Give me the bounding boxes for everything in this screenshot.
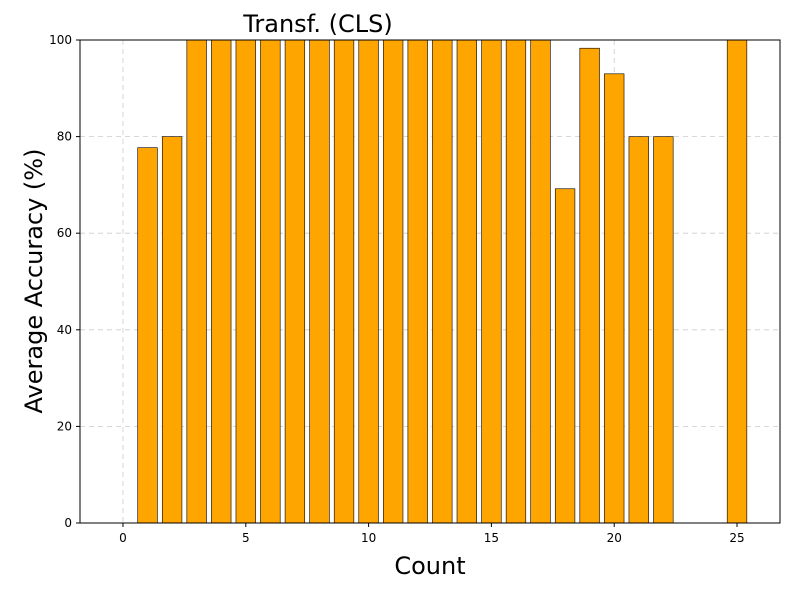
bar: [653, 136, 674, 524]
bar: [383, 39, 404, 524]
y-tick-label: 80: [57, 130, 72, 144]
y-axis-label: Average Accuracy (%): [20, 149, 48, 414]
x-tick-label: 15: [484, 531, 499, 545]
bar: [358, 39, 379, 524]
bar: [726, 39, 748, 524]
bar: [333, 39, 355, 524]
bars: [137, 39, 748, 524]
bar: [432, 39, 453, 524]
bar: [530, 39, 551, 524]
bar: [628, 136, 649, 524]
bar: [260, 39, 281, 524]
bar: [186, 39, 207, 524]
plot-frame: [79, 39, 781, 524]
x-axis-ticks: 0 5 10 15 20 25: [119, 523, 745, 545]
grid-lines: [80, 39, 780, 524]
x-tick-label: 25: [729, 531, 744, 545]
bar: [554, 188, 576, 524]
bar: [137, 147, 158, 524]
bar: [505, 39, 527, 524]
x-tick-label: 20: [607, 531, 622, 545]
y-axis-ticks: 0 20 40 60 80 100: [49, 33, 80, 530]
y-tick-label: 40: [57, 323, 72, 337]
x-tick-label: 10: [361, 531, 376, 545]
bar: [456, 39, 477, 524]
y-tick-label: 60: [57, 226, 72, 240]
bar: [309, 39, 330, 524]
y-tick-label: 20: [57, 419, 72, 433]
bar: [604, 73, 625, 524]
bar: [161, 136, 183, 524]
y-tick-label: 100: [49, 33, 72, 47]
x-tick-label: 0: [119, 531, 127, 545]
bar: [579, 47, 600, 524]
bar: [211, 39, 232, 524]
x-tick-label: 5: [242, 531, 250, 545]
bar: [235, 39, 256, 524]
x-axis-label: Count: [394, 552, 465, 580]
bar: [407, 39, 428, 524]
chart-title: Transf. (CLS): [242, 10, 392, 38]
bar: [284, 39, 306, 524]
bar: [481, 39, 502, 524]
y-tick-label: 0: [64, 516, 72, 530]
